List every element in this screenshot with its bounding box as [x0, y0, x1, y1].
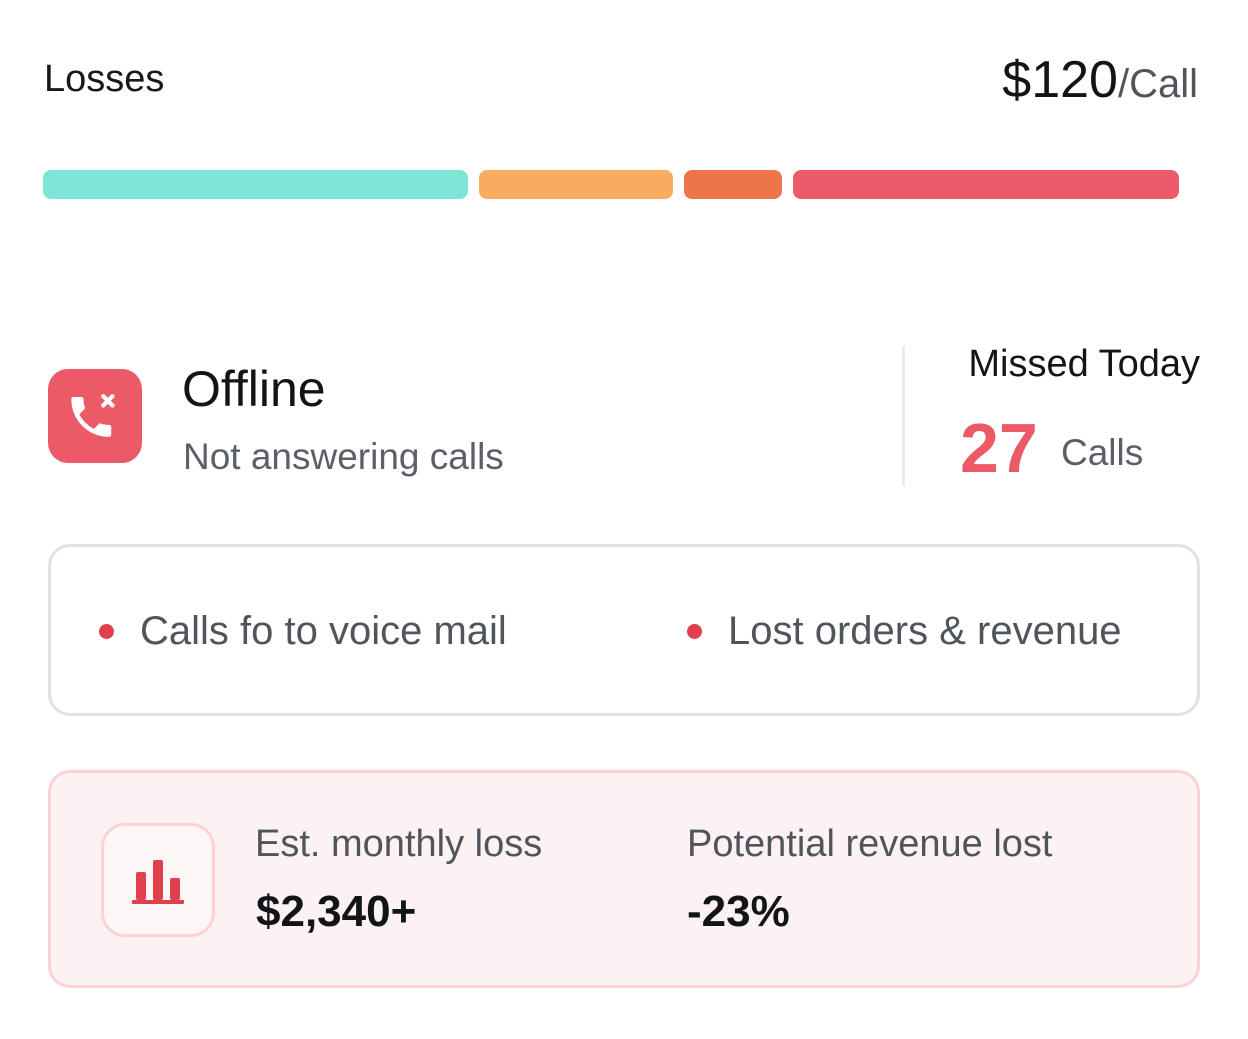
revenue-lost-value: -23%	[687, 887, 790, 936]
bar-chart-icon	[101, 823, 215, 937]
impact-item-text: Calls fo to voice mail	[140, 609, 507, 653]
price-amount: $120	[1002, 51, 1118, 109]
price-unit: /Call	[1117, 62, 1198, 106]
missed-calls-unit: Calls	[1061, 432, 1144, 473]
vertical-divider	[902, 346, 905, 486]
missed-calls-count: 27	[960, 409, 1038, 487]
bullet-dot-icon	[687, 624, 702, 639]
revenue-lost-label: Potential revenue lost	[687, 823, 1053, 865]
loss-summary-card: Est. monthly loss $2,340+ Potential reve…	[48, 770, 1200, 988]
monthly-loss-value: $2,340+	[256, 887, 417, 936]
losses-title: Losses	[44, 58, 165, 100]
impact-item: Calls fo to voice mail	[99, 609, 507, 654]
loss-segment-light-orange	[479, 170, 673, 199]
losses-segment-bar	[43, 170, 1201, 199]
bullet-dot-icon	[99, 624, 114, 639]
loss-segment-teal	[43, 170, 469, 199]
loss-segment-dark-orange	[683, 170, 782, 199]
monthly-loss-label: Est. monthly loss	[255, 823, 543, 865]
impact-item: Lost orders & revenue	[687, 609, 1122, 654]
loss-segment-red	[792, 170, 1179, 199]
impact-item-text: Lost orders & revenue	[728, 609, 1122, 653]
price-per-call: $120 /Call	[1002, 50, 1198, 110]
status-title: Offline	[182, 361, 326, 417]
phone-missed-icon	[48, 369, 142, 463]
impact-list-box: Calls fo to voice mail Lost orders & rev…	[48, 544, 1200, 716]
status-subtitle: Not answering calls	[183, 436, 504, 477]
missed-today-label: Missed Today	[968, 343, 1200, 385]
